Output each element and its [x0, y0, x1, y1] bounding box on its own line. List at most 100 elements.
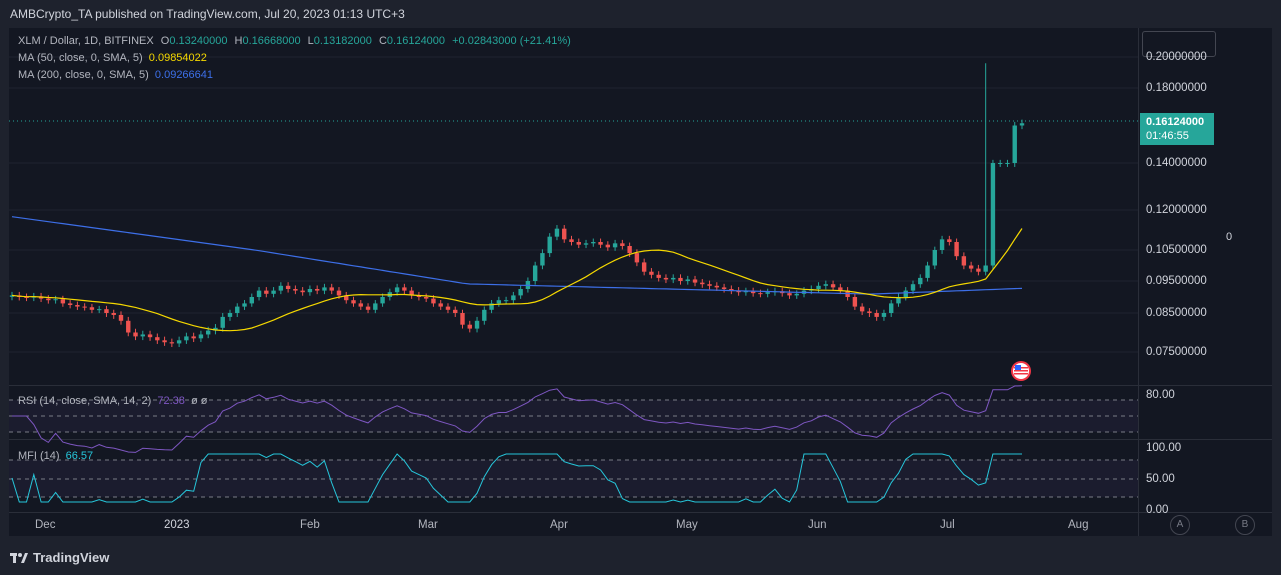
candle-body [205, 330, 211, 335]
current-price-tag: 0.16124000 01:46:55 [1140, 113, 1214, 145]
candle-body [1005, 163, 1010, 164]
candle-body [198, 334, 204, 339]
candle-body [634, 253, 640, 263]
candle-body [336, 290, 342, 296]
candle-body [460, 313, 465, 325]
rsi-extra: ø ø [190, 395, 208, 407]
time-axis-divider [9, 512, 1272, 513]
candle-body [358, 303, 363, 307]
candle-body [881, 313, 887, 317]
time-tick: Aug [1068, 519, 1089, 531]
candle-body [649, 271, 654, 275]
price-pane-divider[interactable] [9, 385, 1272, 386]
candle-body [9, 295, 15, 297]
rsi-value: 72.38 [157, 395, 185, 407]
candle-body [700, 282, 705, 285]
candle-body [155, 337, 160, 341]
ma50-legend[interactable]: MA (50, close, 0, SMA, 5) 0.09854022 [18, 52, 207, 64]
candle-body [998, 163, 1003, 164]
candle-body [569, 239, 574, 242]
footer-bar [0, 542, 1281, 575]
candle-body [707, 284, 712, 286]
price-scale-top-box[interactable] [1142, 31, 1216, 57]
candle-body [671, 277, 676, 280]
price-tick: 0.09500000 [1146, 275, 1207, 287]
candle-body [482, 309, 487, 321]
close-value: 0.16124000 [386, 35, 446, 47]
scale-b-button[interactable]: B [1235, 515, 1255, 535]
candle-body [685, 279, 690, 281]
candle-body [765, 292, 770, 294]
candle-body [96, 309, 102, 311]
candle-body [743, 291, 749, 293]
candle-body [816, 285, 821, 289]
rsi-tick: 80.00 [1146, 389, 1175, 401]
candle-body [220, 316, 225, 328]
high-value: 0.16668000 [242, 35, 301, 47]
symbol-name[interactable]: XLM / Dollar, 1D, BITFINEX [18, 35, 154, 47]
candle-body [489, 303, 494, 310]
candle-body [598, 242, 603, 245]
candle-body [547, 236, 552, 254]
current-price-value: 0.16124000 [1146, 116, 1205, 128]
candle-body [147, 334, 153, 338]
candle-body [990, 163, 996, 266]
candle-body [126, 320, 131, 333]
candle-body [518, 289, 523, 296]
rsi-legend[interactable]: RSI (14, close, SMA, 14, 2) 72.38 ø ø [18, 395, 207, 407]
candle-body [721, 287, 727, 289]
time-tick: 2023 [164, 519, 190, 531]
candle-body [838, 287, 843, 291]
mfi-tick: 50.00 [1146, 473, 1175, 485]
candle-body [852, 297, 858, 307]
candle-body [474, 320, 480, 329]
candle-body [947, 239, 952, 242]
rsi-pane-divider[interactable] [9, 439, 1272, 440]
candle-body [939, 239, 945, 250]
candle-body [903, 290, 908, 297]
candle-body [954, 242, 959, 257]
rsi-label: RSI (14, close, SMA, 14, 2) [18, 395, 152, 407]
right-panel-zero: 0 [1226, 231, 1233, 243]
candle-body [787, 293, 792, 296]
candle-body [823, 284, 829, 286]
candle-body [351, 300, 356, 304]
time-tick: Mar [418, 519, 438, 531]
open-value: 0.13240000 [169, 35, 228, 47]
candle-body [431, 298, 436, 304]
mfi-tick: 100.00 [1146, 442, 1182, 454]
price-tick: 0.14000000 [1146, 157, 1207, 169]
mfi-legend[interactable]: MFI (14) 66.57 [18, 450, 93, 462]
time-tick: Dec [35, 519, 56, 531]
candle-body [373, 303, 378, 310]
candle-body [242, 303, 247, 307]
candle-body [67, 303, 73, 305]
candle-body [961, 256, 967, 266]
chart-canvas[interactable] [9, 28, 1272, 536]
candle-body [322, 287, 327, 291]
candle-body [75, 305, 80, 307]
ma50-line [11, 228, 1023, 332]
candle-body [678, 277, 683, 281]
price-tick: 0.08500000 [1146, 307, 1207, 319]
candle-body [53, 299, 58, 301]
auto-scale-button[interactable]: A [1170, 515, 1190, 535]
candle-body [889, 303, 894, 313]
symbol-legend[interactable]: XLM / Dollar, 1D, BITFINEX O0.13240000 H… [18, 35, 571, 47]
candle-body [184, 336, 189, 341]
price-axis-divider [1138, 28, 1139, 536]
tradingview-logo[interactable]: TradingView [10, 550, 109, 565]
candle-body [714, 285, 720, 288]
open-label: O [160, 35, 170, 47]
us-flag-event-icon[interactable] [1011, 361, 1031, 381]
ma200-legend[interactable]: MA (200, close, 0, SMA, 5) 0.09266641 [18, 69, 213, 81]
candle-body [235, 306, 240, 313]
candle-body [925, 265, 930, 278]
price-tick: 0.18000000 [1146, 82, 1207, 94]
candle-body [750, 291, 756, 294]
candle-body [910, 284, 916, 291]
candle-body [271, 290, 276, 294]
candle-body [758, 293, 763, 295]
candle-body [620, 243, 625, 246]
